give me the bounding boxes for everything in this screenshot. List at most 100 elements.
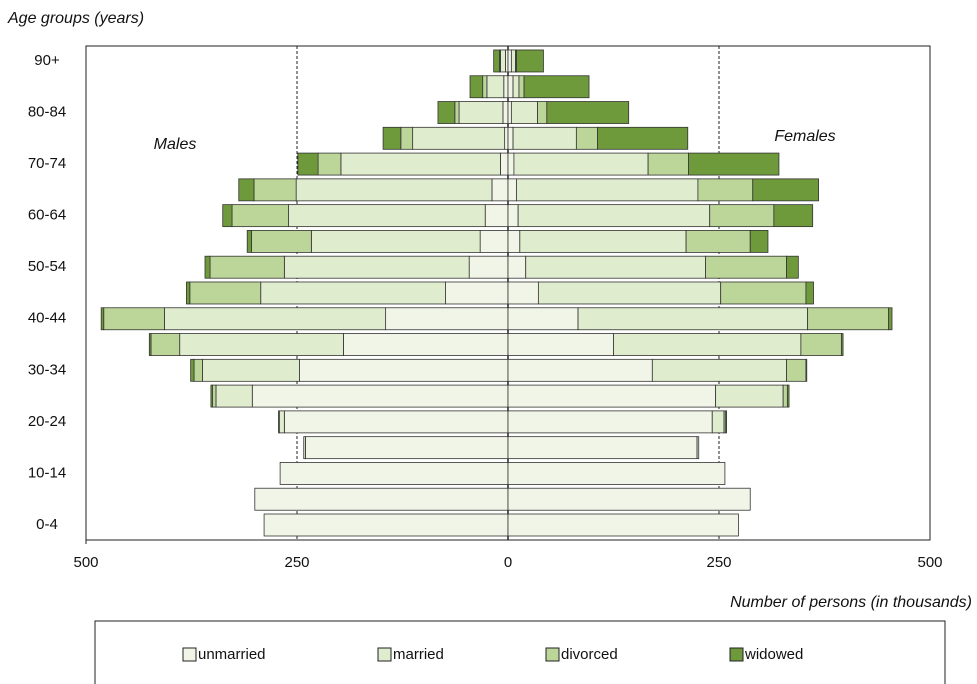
male-bar-segment <box>310 230 481 253</box>
male-bar-segment <box>212 384 217 408</box>
female-bar-segment <box>888 307 893 331</box>
male-bar-segment <box>251 384 509 408</box>
female-bar-segment <box>507 384 717 408</box>
female-bar-segment <box>800 333 842 356</box>
male-bar-segment <box>210 384 214 408</box>
male-bar-segment <box>500 152 509 176</box>
y-tick-label: 0-4 <box>36 516 58 533</box>
male-bar-segment <box>491 178 509 202</box>
y-tick-label: 50-54 <box>28 258 66 275</box>
male-bar-segment <box>279 462 509 485</box>
female-bar-segment <box>577 307 809 331</box>
female-bar-segment <box>512 126 577 150</box>
y-tick-label: 10-14 <box>28 464 66 481</box>
male-bar-segment <box>385 307 509 331</box>
female-bar-segment <box>507 436 698 460</box>
female-bar-segment <box>507 513 739 537</box>
x-axis-label: Number of persons (in thousands) <box>730 594 972 611</box>
female-bar-segment <box>597 126 689 150</box>
female-bar-segment <box>688 152 780 176</box>
female-bar-segment <box>697 178 754 202</box>
x-tick-label: 500 <box>917 554 942 571</box>
female-bar-segment <box>752 178 819 202</box>
female-bar-segment <box>510 101 538 124</box>
male-bar-segment <box>246 230 252 253</box>
x-tick-label: 250 <box>284 554 309 571</box>
female-bar-segment <box>711 410 725 434</box>
legend-label: unmarried <box>198 646 266 663</box>
female-bar-segment <box>507 126 514 150</box>
male-bar-segment <box>482 75 488 99</box>
legend <box>94 620 946 684</box>
female-bar-segment <box>507 333 614 356</box>
female-bar-segment <box>647 152 690 176</box>
legend-swatch <box>377 647 392 662</box>
y-tick-label: 90+ <box>34 52 60 69</box>
female-bar-segment <box>696 436 700 460</box>
y-tick-label: 20-24 <box>28 413 66 430</box>
male-bar-segment <box>412 126 506 150</box>
female-bar-segment <box>510 49 516 73</box>
male-bar-segment <box>469 75 484 99</box>
male-bar-segment <box>179 333 344 356</box>
legend-label: widowed <box>744 646 803 663</box>
male-bar-segment <box>238 178 255 202</box>
male-bar-segment <box>340 152 501 176</box>
female-bar-segment <box>507 178 517 202</box>
male-bar-segment <box>343 333 509 356</box>
female-bar-segment <box>685 230 751 253</box>
male-bar-segment <box>103 307 165 331</box>
female-bar-segment <box>613 333 802 356</box>
female-bar-segment <box>516 178 699 202</box>
female-bar-segment <box>805 281 814 305</box>
female-bar-segment <box>720 281 807 305</box>
male-bar-segment <box>479 230 509 253</box>
male-bar-segment <box>288 204 486 228</box>
female-bar-segment <box>546 101 630 124</box>
male-bar-segment <box>283 410 509 434</box>
female-bar-segment <box>512 75 520 99</box>
male-bar-segment <box>503 75 509 99</box>
y-tick-label: 70-74 <box>28 155 66 172</box>
female-bar-segment <box>507 358 653 382</box>
male-bar-segment <box>502 101 509 124</box>
male-bar-segment <box>209 255 285 279</box>
male-bar-segment <box>150 333 181 356</box>
male-bar-segment <box>186 281 191 305</box>
male-bar-segment <box>437 101 456 124</box>
male-bar-segment <box>484 204 509 228</box>
female-bar-segment <box>507 49 512 73</box>
male-bar-segment <box>283 255 470 279</box>
male-bar-segment <box>251 230 312 253</box>
female-bar-segment <box>782 384 788 408</box>
female-bar-segment <box>525 255 706 279</box>
female-bar-segment <box>519 230 687 253</box>
male-bar-segment <box>202 358 300 382</box>
male-bar-segment <box>189 281 262 305</box>
female-bar-segment <box>749 230 769 253</box>
legend-swatch <box>729 647 744 662</box>
males-label: Males <box>154 136 197 153</box>
female-bar-segment <box>516 49 544 73</box>
male-bar-segment <box>317 152 342 176</box>
x-tick-label: 0 <box>504 554 512 571</box>
female-bar-segment <box>651 358 787 382</box>
female-bar-segment <box>507 487 751 511</box>
male-bar-segment <box>445 281 509 305</box>
legend-swatch <box>182 647 197 662</box>
male-bar-segment <box>303 436 306 460</box>
female-bar-segment <box>537 101 548 124</box>
y-tick-label: 80-84 <box>28 103 66 120</box>
legend-swatch <box>545 647 560 662</box>
female-bar-segment <box>537 281 722 305</box>
male-bar-segment <box>253 178 297 202</box>
y-tick-label: 30-34 <box>28 361 66 378</box>
male-bar-segment <box>278 410 285 434</box>
female-bar-segment <box>725 410 727 434</box>
male-bar-segment <box>100 307 105 331</box>
legend-label: married <box>393 646 444 663</box>
male-bar-segment <box>278 410 280 434</box>
female-bar-segment <box>805 358 808 382</box>
male-bar-segment <box>382 126 402 150</box>
